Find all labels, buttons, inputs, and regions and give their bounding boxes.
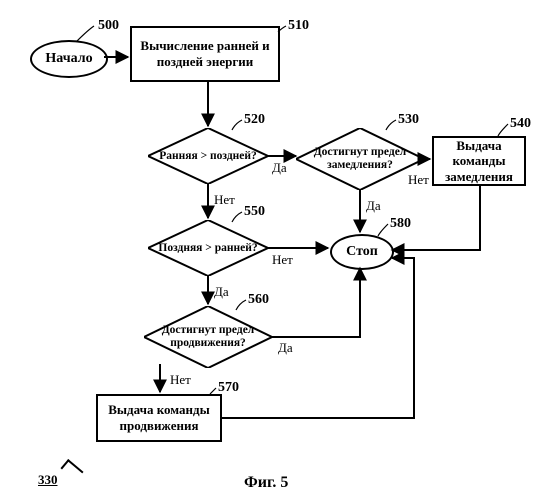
connectors bbox=[0, 0, 535, 500]
